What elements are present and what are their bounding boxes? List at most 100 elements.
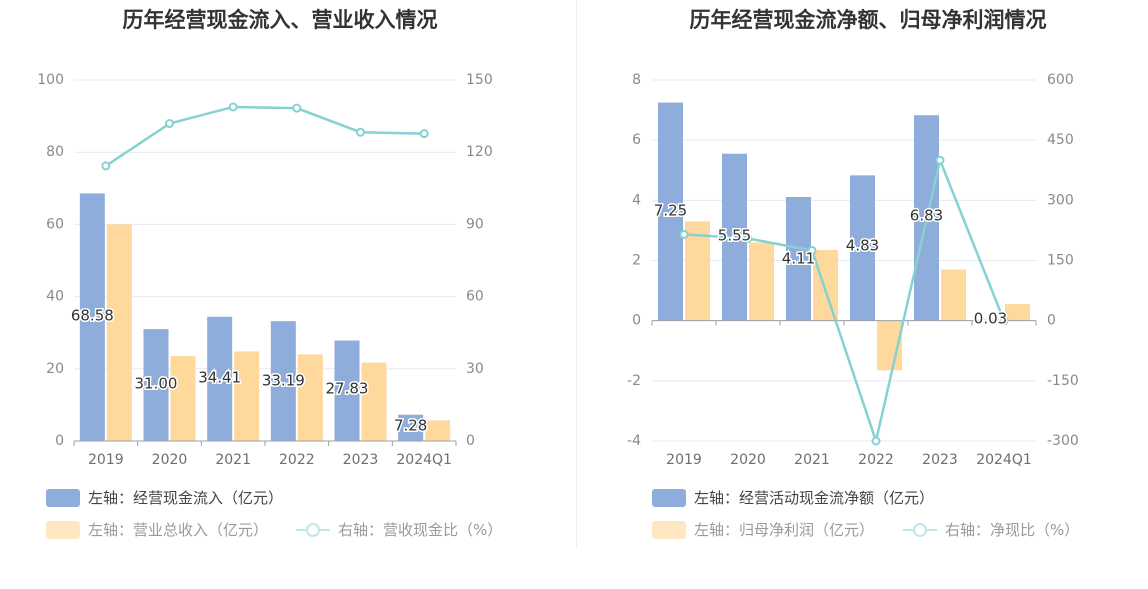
chart2-xtick-label: 2021 (794, 452, 830, 468)
chart1-bar-revenue-2021 (234, 351, 260, 441)
chart1-ytick-right: 30 (466, 361, 484, 377)
chart1-ytick-right: 90 (466, 216, 484, 232)
chart2-bar-netcash-2021 (786, 197, 811, 321)
chart2-legend-profit[interactable]: 左轴：归母净利润（亿元） (652, 519, 874, 540)
chart2-ytick-right: 600 (1047, 72, 1074, 88)
chart2-legend-netcash-label: 左轴：经营活动现金流净额（亿元） (694, 489, 935, 507)
chart2-ytick-right: 450 (1047, 132, 1074, 148)
chart2-bar-profit-2020 (749, 242, 774, 321)
chart2-ratio-point-2023 (935, 155, 945, 165)
chart1-xtick-label: 2023 (343, 452, 379, 468)
chart1-ytick-left: 20 (46, 361, 64, 377)
chart1-ytick-right: 120 (466, 144, 493, 160)
chart2-ratio-point-2020 (743, 233, 753, 243)
chart1-ratio-point-2022 (292, 103, 302, 113)
chart2-ytick-right: -300 (1047, 433, 1079, 449)
chart2-ratio-point-2024Q1 (999, 316, 1009, 326)
chart1-data-label-2024Q1: 7.28 (394, 417, 427, 435)
chart2-data-label-2022: 4.83 (846, 237, 879, 255)
chart1-data-label-2020: 31.00 (135, 375, 178, 393)
chart2-bar-profit-2024Q1 (1005, 304, 1030, 321)
chart2-bar-profit-2019 (685, 221, 710, 321)
chart2-bar-profit-2021 (813, 249, 838, 321)
chart1-data-label-2019: 68.58 (71, 307, 114, 325)
chart2-bar-profit-2023 (941, 269, 966, 321)
chart1-data-label-2023: 27.83 (326, 380, 369, 398)
chart2-data-label-2021: 4.11 (782, 250, 815, 268)
panel-divider (576, 0, 577, 548)
chart2-legend-ratio-label: 右轴：净现比（%） (945, 521, 1080, 539)
chart1-ratio-point-2024Q1 (419, 129, 429, 139)
chart2-xtick-label: 2022 (858, 452, 894, 468)
chart1-bar-revenue-2022 (297, 354, 323, 441)
chart2-ytick-left: 6 (632, 132, 641, 148)
chart1-xtick-label: 2024Q1 (396, 452, 452, 468)
chart1-title: 历年经营现金流入、营业收入情况 (122, 8, 438, 32)
chart1-ytick-left: 100 (37, 72, 64, 88)
chart2-bar-netcash-2019 (658, 102, 683, 321)
chart2-ratio-line (683, 156, 1006, 446)
chart1-legend-ratio-icon (296, 522, 330, 537)
chart1-ratio-point-2021 (228, 102, 238, 112)
chart1-bar-inflow-2022 (270, 321, 296, 441)
chart1-plot: 0 20 40 60 80 100 0 30 60 90 120 150 2019 2020 2021 202… (37, 72, 493, 468)
chart2-legend-ratio[interactable]: 右轴：净现比（%） (903, 519, 1079, 540)
chart1-ytick-left: 0 (55, 433, 64, 449)
chart1-legend-ratio-label: 右轴：营收现金比（%） (338, 521, 503, 539)
chart2-ytick-left: 0 (632, 313, 641, 329)
chart1-ytick-left: 40 (46, 289, 64, 305)
chart2-legend-netcash-swatch (652, 488, 686, 507)
chart2-ytick-right: 300 (1047, 192, 1074, 208)
chart2-ytick-left: -2 (627, 373, 641, 389)
chart1-ytick-left: 80 (46, 144, 64, 160)
chart2-ratio-point-2022 (871, 436, 881, 446)
chart1-xtick-label: 2020 (152, 452, 188, 468)
chart2-ratio-point-2019 (679, 229, 689, 239)
chart1-xtick-label: 2021 (215, 452, 251, 468)
chart2-ytick-right: 150 (1047, 253, 1074, 269)
chart2-data-label-2023: 6.83 (910, 207, 943, 225)
chart1-legend-inflow-label: 左轴：经营现金流入（亿元） (88, 489, 284, 507)
chart2-title: 历年经营现金流净额、归母净利润情况 (689, 8, 1047, 32)
chart2-legend-netcash[interactable]: 左轴：经营活动现金流净额（亿元） (652, 487, 934, 508)
chart1-bar-revenue-2024Q1 (425, 420, 451, 441)
chart1-ytick-right: 60 (466, 289, 484, 305)
chart1-bar-revenue-2023 (361, 362, 387, 441)
chart1-ytick-left: 60 (46, 216, 64, 232)
chart1-legend-revenue[interactable]: 左轴：营业总收入（亿元） (46, 519, 268, 540)
chart1-legend-inflow-swatch (46, 488, 80, 507)
chart1-legend-ratio[interactable]: 右轴：营收现金比（%） (296, 519, 502, 540)
chart2-xtick-label: 2019 (666, 452, 702, 468)
chart1-data-label-2021: 34.41 (198, 369, 241, 387)
chart2-ytick-left: -4 (627, 433, 641, 449)
chart1-legend-inflow[interactable]: 左轴：经营现金流入（亿元） (46, 487, 283, 508)
chart2-legend-ratio-icon (903, 522, 937, 537)
chart1-ytick-right: 0 (466, 433, 475, 449)
chart2-legend-profit-label: 左轴：归母净利润（亿元） (694, 521, 875, 539)
chart2-data-label-2020: 5.55 (718, 227, 751, 245)
chart1-ratio-point-2023 (356, 127, 365, 137)
chart2-ytick-right: -150 (1047, 373, 1079, 389)
chart2-bar-netcash-2022 (850, 175, 875, 321)
chart2-data-label-2024Q1: 0.03 (974, 310, 1007, 328)
chart1-ratio-point-2020 (165, 119, 174, 129)
chart2-xtick-label: 2024Q1 (976, 452, 1032, 468)
chart1-bar-revenue-2020 (170, 356, 196, 441)
chart1-xtick-label: 2022 (279, 452, 315, 468)
chart1-xtick-label: 2019 (88, 452, 124, 468)
chart2-ytick-right: 0 (1047, 313, 1056, 329)
chart1-bar-inflow-2023 (334, 340, 360, 441)
chart1-ratio-point-2019 (101, 161, 111, 171)
chart1-bar-inflow-2020 (143, 329, 169, 441)
chart1-legend-revenue-swatch (46, 520, 80, 539)
chart2-xtick-label: 2020 (730, 452, 766, 468)
chart1-ratio-line (105, 105, 425, 167)
chart1-ytick-right: 150 (466, 72, 493, 88)
chart1-bar-inflow-2021 (207, 316, 233, 441)
chart1-bar-revenue-2019 (106, 224, 132, 441)
chart2-legend-profit-swatch (652, 520, 686, 539)
chart2-ytick-left: 2 (632, 253, 641, 269)
chart1-data-label-2022: 33.19 (262, 372, 305, 390)
chart2-data-label-2019: 7.25 (654, 202, 687, 220)
chart2-ytick-left: 8 (632, 72, 641, 88)
